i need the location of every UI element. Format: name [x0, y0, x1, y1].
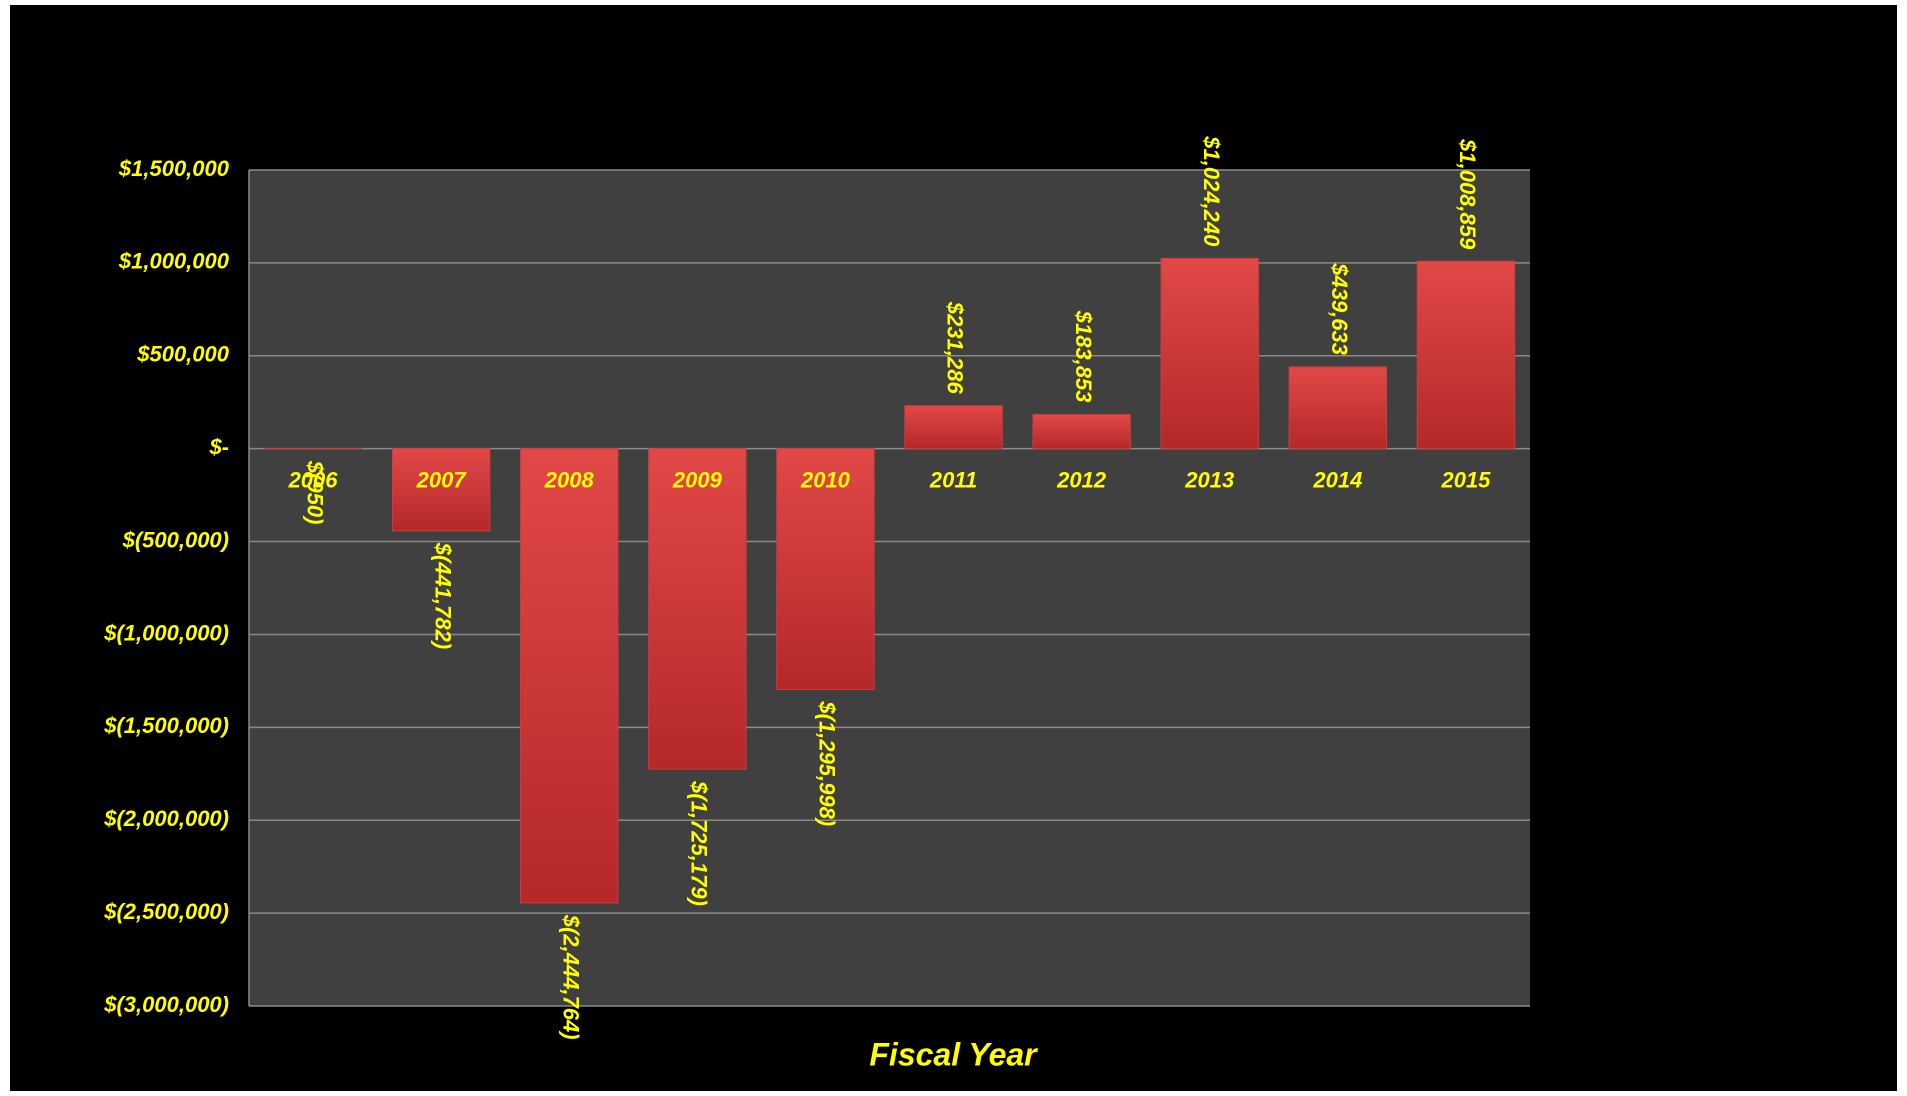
data-label: $(1,295,998) [815, 700, 840, 826]
data-label: $(441,782) [430, 542, 455, 649]
data-label: $1,024,240 [1199, 135, 1224, 247]
data-label: $439,633 [1327, 262, 1352, 355]
y-tick-label: $(2,500,000) [103, 899, 229, 924]
x-tick-label: 2007 [416, 467, 468, 492]
data-label: $(1,725,179) [687, 780, 712, 906]
y-tick-label: $500,000 [136, 342, 230, 367]
x-tick-label: 2010 [800, 467, 851, 492]
bar [648, 448, 747, 770]
x-tick-label: 2014 [1312, 467, 1362, 492]
bar [1032, 414, 1131, 450]
x-axis-title: Fiscal Year [869, 1036, 1038, 1072]
data-label: $(2,444,764) [558, 914, 583, 1040]
data-label: $1,008,859 [1455, 138, 1480, 250]
y-tick-label: $(1,000,000) [103, 620, 229, 645]
y-tick-label: $(1,500,000) [103, 713, 229, 738]
x-tick-label: 2006 [288, 467, 339, 492]
x-tick-label: 2011 [929, 467, 977, 492]
bar [1288, 366, 1388, 450]
x-tick-label: 2012 [1056, 467, 1107, 492]
y-tick-label: $1,500,000 [118, 156, 230, 181]
y-tick-label: $(2,000,000) [103, 806, 229, 831]
data-label: $183,853 [1071, 310, 1096, 403]
data-label: $(950) [302, 460, 327, 525]
x-tick-label: 2015 [1440, 467, 1491, 492]
bar [1160, 257, 1259, 450]
bar [520, 448, 619, 904]
data-label: $231,286 [943, 301, 968, 395]
y-tick-label: $- [208, 434, 229, 459]
x-tick-label: 2009 [672, 467, 723, 492]
bar [391, 448, 491, 532]
x-tick-label: 2008 [544, 467, 595, 492]
y-tick-label: $(500,000) [122, 527, 229, 552]
bar [1416, 260, 1516, 450]
y-tick-label: $(3,000,000) [103, 992, 229, 1017]
bar [904, 405, 1003, 450]
y-tick-label: $1,000,000 [118, 249, 230, 274]
bar [776, 448, 875, 690]
x-tick-label: 2013 [1184, 467, 1234, 492]
plot-area [249, 170, 1530, 1006]
